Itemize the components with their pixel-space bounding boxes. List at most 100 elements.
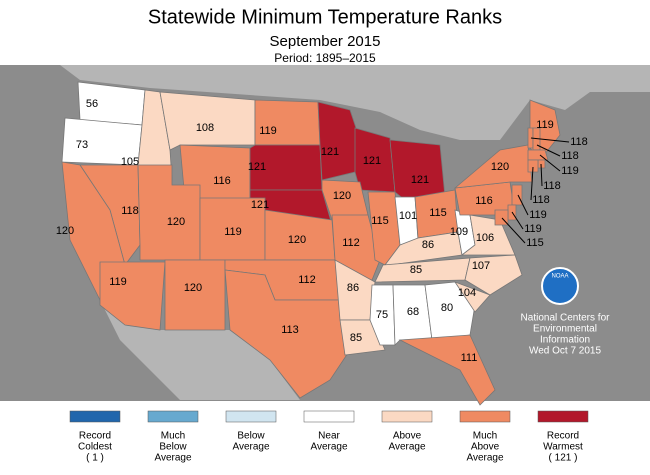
state-rank: 120 xyxy=(491,161,509,173)
state xyxy=(354,127,396,193)
state-rank: 75 xyxy=(376,309,388,321)
state xyxy=(511,184,523,206)
state xyxy=(398,334,496,406)
state-rank: 119 xyxy=(524,223,542,235)
legend-swatch xyxy=(147,410,199,423)
legend-label: Record xyxy=(547,431,579,442)
state xyxy=(99,261,166,331)
leader-line xyxy=(540,163,543,187)
state-labels: 56 73 105 108 116 119 121 121 121 121 121 120 118 120… xyxy=(56,98,588,364)
state-rank: 68 xyxy=(407,306,419,318)
state-rank: 109 xyxy=(450,226,468,238)
state-rank: 111 xyxy=(461,352,478,364)
legend-label: Record xyxy=(79,431,111,442)
state-rank: 119 xyxy=(561,165,579,177)
state-rank: 115 xyxy=(429,207,447,219)
state xyxy=(224,269,351,399)
legend-label: Warmest xyxy=(543,442,583,453)
leader-line xyxy=(539,154,561,172)
state-rank: 116 xyxy=(213,175,231,187)
state xyxy=(424,281,476,341)
state-rank: 118 xyxy=(561,150,579,162)
legend-label: Average xyxy=(232,442,270,453)
state-rank: 73 xyxy=(76,139,88,151)
state-rank: 107 xyxy=(472,260,490,272)
legend-label: Much xyxy=(161,431,185,442)
legend-label: Below xyxy=(159,442,187,453)
state-rank: 115 xyxy=(526,237,544,249)
state-rank: 121 xyxy=(363,155,381,167)
legend-label: Average xyxy=(466,453,504,464)
legend-swatch xyxy=(459,410,511,423)
period: Period: 1895–2015 xyxy=(274,51,376,65)
state-rank: 120 xyxy=(333,190,351,202)
state-rank: 120 xyxy=(167,216,185,228)
legend-swatch xyxy=(303,410,355,423)
legend-swatch xyxy=(69,410,121,423)
state-rank: 115 xyxy=(371,215,389,227)
state-rank: 121 xyxy=(251,199,269,211)
credit-line: Information xyxy=(540,335,590,346)
title: Statewide Minimum Temperature Ranks xyxy=(148,6,502,28)
state-rank: 121 xyxy=(248,161,266,173)
state-rank: 85 xyxy=(410,264,422,276)
state-rank: 105 xyxy=(121,156,139,168)
state xyxy=(159,91,256,151)
leader-line xyxy=(511,211,524,230)
state-rank: 118 xyxy=(543,180,561,192)
state-rank: 119 xyxy=(109,276,127,288)
state-rank: 118 xyxy=(121,205,139,217)
legend-label: Average xyxy=(310,442,348,453)
state-rank: 112 xyxy=(298,274,316,286)
state-rank: 112 xyxy=(342,237,360,249)
state-rank: 86 xyxy=(347,282,359,294)
state xyxy=(254,99,321,146)
state-rank: 121 xyxy=(321,146,339,158)
state-rank: 120 xyxy=(288,234,306,246)
legend-label: Above xyxy=(393,431,422,442)
state xyxy=(464,254,523,296)
leader-line xyxy=(530,137,570,143)
state-rank: 101 xyxy=(399,210,417,222)
state xyxy=(164,259,226,331)
state xyxy=(527,159,539,173)
canada xyxy=(0,65,650,140)
state-rank: 119 xyxy=(259,125,277,137)
state-rank: 116 xyxy=(475,195,493,207)
logo xyxy=(541,267,579,305)
legend-swatch xyxy=(537,410,589,423)
state-rank: 86 xyxy=(422,239,434,251)
state-rank: 104 xyxy=(458,287,476,299)
credit-line: National Centers for xyxy=(521,313,611,324)
credit-line: Wed Oct 7 2015 xyxy=(529,346,602,357)
state-rank: 85 xyxy=(350,332,362,344)
state-rank: 106 xyxy=(476,232,494,244)
legend-label: Much xyxy=(473,431,497,442)
state-rank: 119 xyxy=(224,226,242,238)
state-rank: 108 xyxy=(196,122,214,134)
legend-swatch xyxy=(225,410,277,423)
state xyxy=(389,139,446,201)
state-rank: 120 xyxy=(56,225,74,237)
legend-label: ( 1 ) xyxy=(86,453,104,464)
state-rank: 119 xyxy=(536,119,554,131)
legend-label: Above xyxy=(471,442,500,453)
state xyxy=(453,281,491,313)
leader-line xyxy=(530,166,534,201)
leader-line xyxy=(517,194,529,216)
legend-label: Average xyxy=(154,453,192,464)
legend-label: Below xyxy=(237,431,265,442)
state-rank: 56 xyxy=(86,98,98,110)
state-rank: 121 xyxy=(411,174,429,186)
legend-label: Coldest xyxy=(78,442,112,453)
legend-swatch xyxy=(381,410,433,423)
legend-label: Average xyxy=(388,442,426,453)
credit-line: Environmental xyxy=(533,324,597,335)
legend-label: ( 121 ) xyxy=(549,453,578,464)
state-rank: 80 xyxy=(441,302,453,314)
state-rank: 113 xyxy=(281,324,299,336)
leader-line xyxy=(536,144,561,157)
legend-label: Near xyxy=(318,431,340,442)
